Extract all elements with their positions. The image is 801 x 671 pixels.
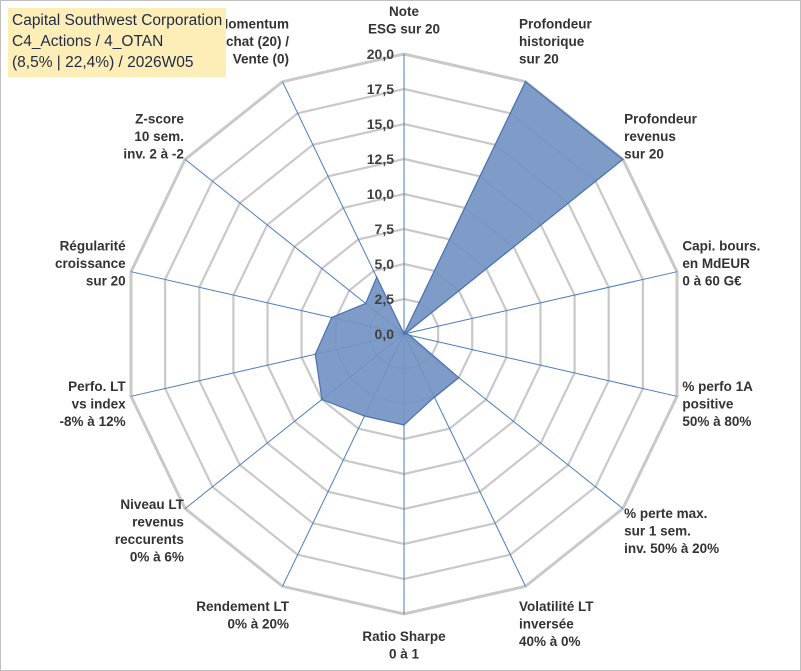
axis-label-0-line-1: ESG sur 20 bbox=[368, 22, 440, 37]
tick-label-1: 2,5 bbox=[375, 291, 395, 307]
axis-label-13-line-2: Vente (0) bbox=[233, 51, 289, 66]
data-point-10 bbox=[314, 353, 317, 356]
axis-label-9-line-0: Niveau LT bbox=[120, 497, 184, 512]
axis-label-7-line-0: Ratio Sharpe bbox=[362, 629, 446, 644]
axis-label-1-line-0: Profondeur bbox=[519, 16, 592, 31]
axis-label-8-line-0: Rendement LT bbox=[196, 599, 290, 614]
axis-label-11-line-2: sur 20 bbox=[86, 273, 126, 288]
tick-label-7: 17,5 bbox=[367, 81, 394, 97]
axis-label-11-line-0: Régularité bbox=[60, 238, 127, 253]
axis-label-1-line-2: sur 20 bbox=[519, 51, 559, 66]
axis-label-4-line-0: % perfo 1A bbox=[682, 379, 753, 394]
axis-label-12: Z-score 10 sem. inv. 2 à -2 bbox=[123, 112, 184, 162]
axis-label-4-line-1: positive bbox=[682, 397, 734, 412]
axis-label-8-line-1: 0% à 20% bbox=[227, 617, 289, 632]
spoke-3 bbox=[403, 271, 678, 335]
radial-tick-labels: 0,0 2,5 5,0 7,5 10,0 12,5 15,0 17,5 20,0 bbox=[367, 46, 394, 342]
data-point-6 bbox=[433, 396, 436, 398]
chart-title-company: Capital Southwest Corporation bbox=[12, 12, 223, 29]
axis-label-13: Momentum Achat (20) / Vente (0) bbox=[216, 16, 289, 66]
axis-label-1-line-1: historique bbox=[519, 34, 585, 49]
data-point-3 bbox=[404, 332, 407, 335]
axis-label-10-line-0: Perfo. LT bbox=[68, 379, 126, 394]
axis-label-2-line-0: Profondeur bbox=[624, 112, 697, 127]
data-point-9 bbox=[321, 398, 323, 401]
tick-label-0: 0,0 bbox=[375, 326, 395, 342]
axis-label-9-line-2: reccurents bbox=[115, 532, 184, 547]
data-point-8 bbox=[363, 415, 366, 417]
axis-label-0-line-0: Note bbox=[389, 4, 419, 19]
data-point-2 bbox=[622, 158, 624, 161]
axis-label-5-line-1: sur 1 sem. bbox=[624, 523, 691, 538]
tick-label-4: 10,0 bbox=[367, 186, 394, 202]
axis-label-9-line-3: 0% à 6% bbox=[130, 550, 184, 565]
axis-label-11-line-1: croissance bbox=[55, 256, 126, 271]
chart-title-period: (8,5% | 22,4%) / 2026W05 bbox=[12, 54, 194, 71]
axis-label-12-line-1: 10 sem. bbox=[134, 129, 184, 144]
chart-title-box: Capital Southwest Corporation C4_Actions… bbox=[8, 8, 227, 77]
axis-label-10-line-1: vs index bbox=[72, 397, 127, 412]
axis-label-6-line-1: inversée bbox=[519, 617, 574, 632]
tick-label-3: 7,5 bbox=[375, 221, 395, 237]
axis-label-2: Profondeur revenus sur 20 bbox=[624, 112, 697, 162]
axis-label-8: Rendement LT 0% à 20% bbox=[196, 599, 290, 632]
tick-label-5: 12,5 bbox=[367, 151, 394, 167]
axis-label-4: % perfo 1A positive 50% à 80% bbox=[682, 379, 753, 429]
tick-label-6: 15,0 bbox=[367, 116, 394, 132]
chart-title-category: C4_Actions / 4_OTAN bbox=[12, 33, 164, 50]
axis-label-7-line-1: 0 à 1 bbox=[389, 647, 420, 662]
tick-label-8: 20,0 bbox=[367, 46, 394, 62]
axis-label-2-line-2: sur 20 bbox=[624, 147, 664, 162]
axis-label-2-line-1: revenus bbox=[624, 129, 676, 144]
axis-label-7: Ratio Sharpe 0 à 1 bbox=[362, 629, 446, 662]
axis-labels: Note ESG sur 20 Profondeur historique sur 20… bbox=[55, 4, 760, 662]
axis-label-5: % perte max. sur 1 sem. inv. 50% à 20% bbox=[624, 506, 719, 556]
axis-label-6: Volatilité LT inversée 40% à 0% bbox=[519, 599, 594, 649]
axis-label-12-line-0: Z-score bbox=[135, 112, 184, 127]
axis-label-9: Niveau LT revenus reccurents 0% à 6% bbox=[115, 497, 185, 565]
data-point-4 bbox=[408, 334, 411, 337]
spoke-4 bbox=[403, 333, 678, 397]
axis-label-5-line-0: % perte max. bbox=[624, 506, 707, 521]
data-point-1 bbox=[524, 80, 527, 83]
axis-label-11: Régularité croissance sur 20 bbox=[55, 238, 126, 288]
axis-label-13-line-1: Achat (20) / bbox=[216, 34, 289, 49]
tick-label-2: 5,0 bbox=[375, 256, 395, 272]
axis-label-10: Perfo. LT vs index -8% à 12% bbox=[60, 379, 127, 429]
axis-label-3-line-0: Capi. bours. bbox=[682, 238, 760, 253]
data-point-13 bbox=[375, 276, 378, 279]
axis-label-4-line-2: 50% à 80% bbox=[682, 414, 751, 429]
axis-label-13-line-0: Momentum bbox=[217, 16, 289, 31]
data-point-7 bbox=[403, 424, 405, 426]
axis-label-3: Capi. bours. en MdEUR 0 à 60 G€ bbox=[682, 238, 760, 288]
axis-label-6-line-0: Volatilité LT bbox=[519, 599, 594, 614]
axis-label-0: Note ESG sur 20 bbox=[368, 4, 440, 37]
axis-label-12-line-2: inv. 2 à -2 bbox=[123, 147, 184, 162]
axis-label-3-line-2: 0 à 60 G€ bbox=[682, 273, 742, 288]
radar-series bbox=[314, 80, 624, 426]
axis-label-3-line-1: en MdEUR bbox=[682, 256, 750, 271]
data-point-11 bbox=[330, 316, 333, 319]
axis-label-1: Profondeur historique sur 20 bbox=[519, 16, 592, 66]
data-point-12 bbox=[364, 302, 367, 305]
axis-label-9-line-1: revenus bbox=[132, 515, 184, 530]
axis-label-6-line-2: 40% à 0% bbox=[519, 634, 581, 649]
axis-label-10-line-2: -8% à 12% bbox=[60, 414, 126, 429]
data-point-5 bbox=[457, 376, 460, 379]
axis-label-5-line-2: inv. 50% à 20% bbox=[624, 541, 719, 556]
data-point-0 bbox=[403, 333, 405, 335]
